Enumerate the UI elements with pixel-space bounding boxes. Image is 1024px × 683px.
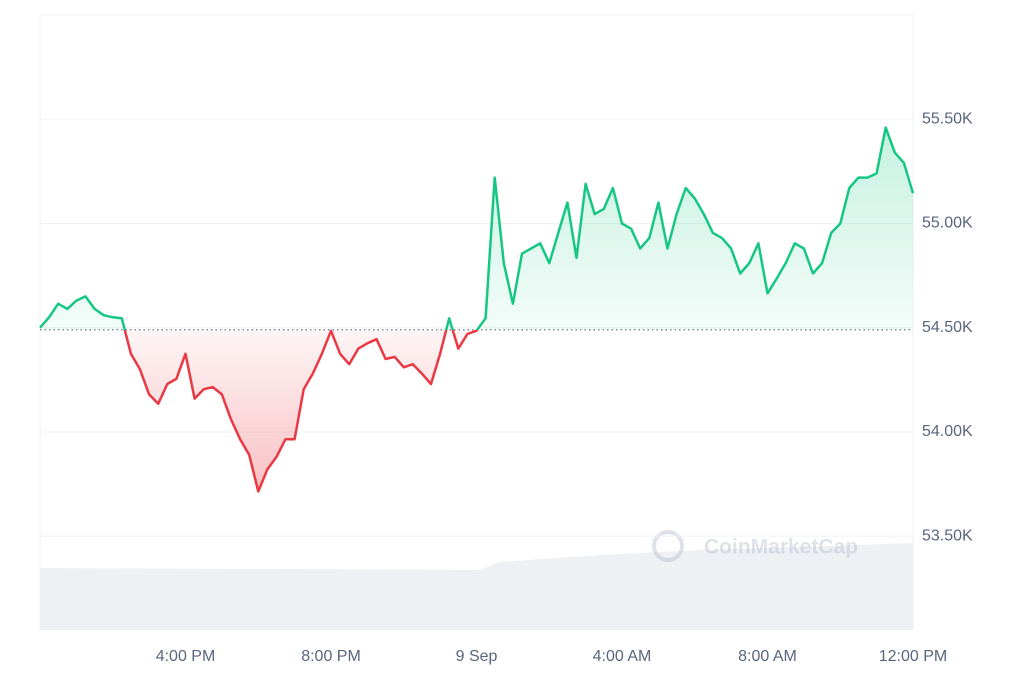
x-tick-label: 9 Sep (456, 648, 498, 665)
y-tick-label: 54.50K (922, 319, 973, 336)
y-tick-label: 55.50K (922, 110, 973, 127)
price-line (39, 126, 915, 493)
x-tick-label: 8:00 AM (738, 648, 797, 665)
y-tick-label: 55.00K (922, 215, 973, 232)
x-tick-label: 4:00 AM (593, 648, 652, 665)
y-tick-label: 53.50K (922, 527, 973, 544)
x-tick-label: 4:00 PM (156, 648, 216, 665)
x-tick-label: 8:00 PM (301, 648, 361, 665)
price-area (40, 127, 913, 492)
volume-area (40, 543, 913, 630)
y-tick-label: 54.00K (922, 423, 973, 440)
x-tick-label: 12:00 PM (879, 648, 947, 665)
watermark-text: CoinMarketCap (704, 536, 858, 559)
watermark: CoinMarketCap (652, 530, 858, 562)
